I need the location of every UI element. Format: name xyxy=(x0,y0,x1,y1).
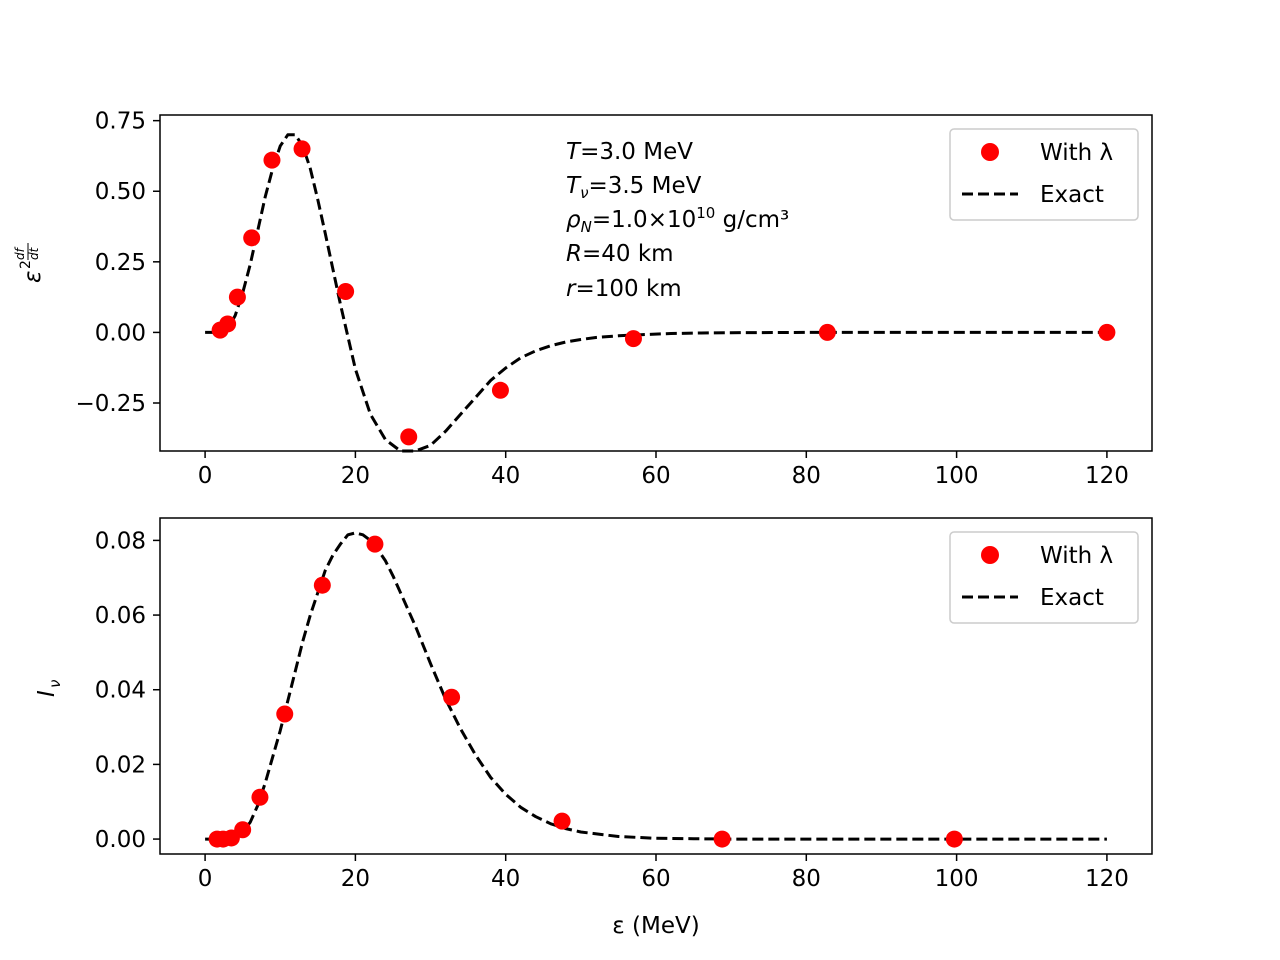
top-x-tick-label: 0 xyxy=(198,463,213,489)
bottom-y-axis-label: I ν xyxy=(34,680,64,697)
bottom-x-tick-label: 100 xyxy=(935,866,979,892)
bottom-plot-area xyxy=(205,531,1107,848)
top-y-label-sup-num: df xyxy=(13,246,27,260)
bottom-y-tick-label: 0.06 xyxy=(95,603,146,629)
bottom-x-tick-label: 60 xyxy=(641,866,670,892)
top-x-tick-label: 60 xyxy=(641,463,670,489)
top-legend: With λ Exact xyxy=(949,128,1139,221)
bottom-data-point xyxy=(945,830,963,848)
bottom-x-tick-label: 80 xyxy=(792,866,821,892)
bottom-y-tick-label: 0.02 xyxy=(95,752,146,778)
top-data-point xyxy=(624,330,642,348)
top-exact-curve xyxy=(205,133,1107,453)
top-data-point xyxy=(337,282,355,300)
annotation-line-temperature: T=3.0 MeV xyxy=(566,139,693,165)
top-y-tick-label: 0.50 xyxy=(95,179,146,205)
top-plot-area xyxy=(205,133,1116,453)
bottom-data-point xyxy=(366,535,384,553)
top-x-tick-label: 20 xyxy=(341,463,370,489)
bottom-exact-curve xyxy=(205,531,1107,841)
bottom-data-point xyxy=(251,788,269,806)
bottom-legend: With λ Exact xyxy=(949,531,1139,624)
bottom-y-label-sub: ν xyxy=(46,680,64,688)
bottom-x-tick-label: 40 xyxy=(491,866,520,892)
bottom-y-tick-label: 0.08 xyxy=(95,528,146,554)
bottom-panel: 0 20 40 60 80 100 120 0.00 0.02 0.04 0.06 0.08 I ν… xyxy=(34,517,1153,939)
top-data-point xyxy=(818,323,836,341)
top-annotation: T=3.0 MeV Tν=3.5 MeV ρN=1.0×1010 g/cm³ R… xyxy=(566,139,789,302)
top-data-point xyxy=(219,315,237,333)
bottom-x-axis-label: ε (MeV) xyxy=(612,913,699,939)
top-x-tick-label: 120 xyxy=(1085,463,1129,489)
bottom-legend-marker-points xyxy=(981,546,999,564)
top-legend-label-exact: Exact xyxy=(1040,182,1104,208)
top-x-tick-label: 100 xyxy=(935,463,979,489)
top-data-point xyxy=(293,140,311,158)
top-x-tick-label: 80 xyxy=(792,463,821,489)
annotation-line-density: ρN=1.0×1010 g/cm³ xyxy=(566,204,789,236)
bottom-y-tick-label: 0.00 xyxy=(95,827,146,853)
bottom-legend-label-exact: Exact xyxy=(1040,585,1104,611)
top-x-ticks: 0 20 40 60 80 100 120 xyxy=(198,451,1129,489)
top-y-tick-label: −0.25 xyxy=(76,391,146,417)
bottom-data-point xyxy=(443,688,461,706)
bottom-y-tick-label: 0.04 xyxy=(95,678,146,704)
annotation-line-radius: R=40 km xyxy=(566,241,674,267)
top-panel: 0 20 40 60 80 100 120 −0.25 0.00 0.25 0.50 0.75 ε … xyxy=(13,109,1153,489)
annotation-line-distance: r=100 km xyxy=(566,276,682,302)
bottom-data-point xyxy=(276,705,294,723)
bottom-x-tick-label: 120 xyxy=(1085,866,1129,892)
bottom-data-point xyxy=(553,812,571,830)
top-y-tick-label: 0.75 xyxy=(95,109,146,135)
top-x-tick-label: 40 xyxy=(491,463,520,489)
top-y-tick-label: 0.25 xyxy=(95,250,146,276)
top-y-label-base: ε xyxy=(20,271,46,283)
bottom-data-point xyxy=(713,830,731,848)
bottom-data-point xyxy=(313,576,331,594)
bottom-data-point xyxy=(234,821,252,839)
top-data-point xyxy=(228,288,246,306)
top-legend-marker-points xyxy=(981,143,999,161)
bottom-y-ticks: 0.00 0.02 0.04 0.06 0.08 xyxy=(95,528,160,853)
top-y-ticks: −0.25 0.00 0.25 0.50 0.75 xyxy=(76,109,160,417)
top-data-point xyxy=(400,428,418,446)
bottom-x-tick-label: 20 xyxy=(341,866,370,892)
top-data-point xyxy=(263,151,281,169)
bottom-x-ticks: 0 20 40 60 80 100 120 xyxy=(198,854,1129,892)
top-y-label-sup-den: dt xyxy=(27,246,41,260)
top-y-label-sup-prefix: 2 xyxy=(18,260,34,269)
bottom-y-label-base: I xyxy=(34,690,60,697)
top-data-point xyxy=(1098,323,1116,341)
top-y-axis-label: ε 2 df dt xyxy=(13,243,46,283)
top-y-tick-label: 0.00 xyxy=(95,320,146,346)
bottom-x-tick-label: 0 xyxy=(198,866,213,892)
bottom-legend-label-points: With λ xyxy=(1040,543,1113,569)
top-data-point xyxy=(491,381,509,399)
top-legend-label-points: With λ xyxy=(1040,140,1113,166)
top-data-point xyxy=(243,229,261,247)
annotation-line-neutrino-temperature: Tν=3.5 MeV xyxy=(566,173,702,202)
